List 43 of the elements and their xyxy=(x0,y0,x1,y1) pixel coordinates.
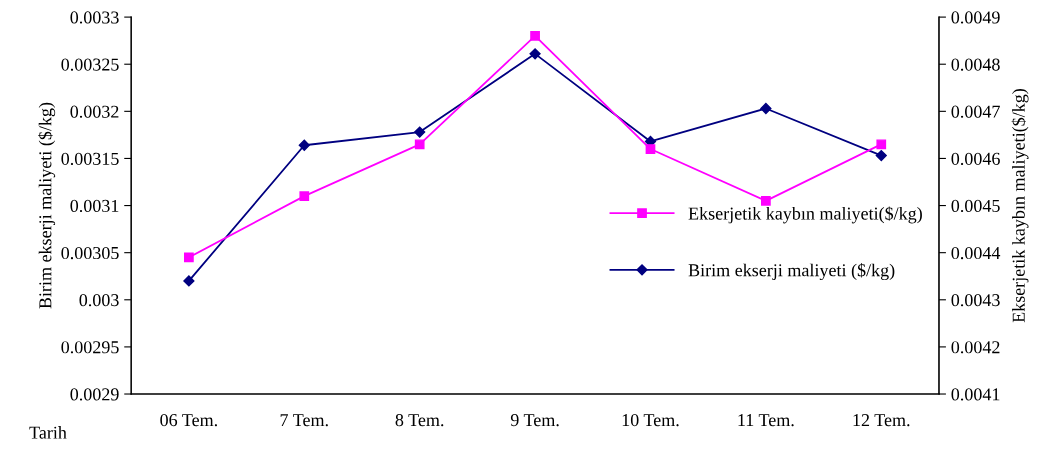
y2-tick-label: 0.0049 xyxy=(951,11,1000,24)
y-tick-label: 0.00305 xyxy=(61,246,119,260)
y-tick-label: 0.00315 xyxy=(61,152,119,165)
point xyxy=(414,126,426,138)
y-axis-title: Birim ekserji maliyeti ($/kg) xyxy=(38,102,56,309)
y-tick-label: 0.0031 xyxy=(70,199,119,213)
x-axis-title: Tarih xyxy=(29,426,67,439)
y2-tick-label: 0.0041 xyxy=(951,388,1000,401)
legend-label: Ekserjetik kaybın maliyeti($/kg) xyxy=(688,206,922,224)
y-tick-label: 0.0032 xyxy=(70,105,119,118)
y-tick-label: 0.0033 xyxy=(70,11,119,24)
point xyxy=(760,102,772,115)
point xyxy=(414,139,425,150)
y2-tick-label: 0.0047 xyxy=(951,105,1000,118)
y2-axis-title: Ekserjetik kaybın maliyeti($/kg) xyxy=(1011,89,1029,323)
point xyxy=(183,275,195,287)
x-tick-label: 11 Tem. xyxy=(738,414,794,427)
x-tick-label: 06 Tem. xyxy=(160,413,217,427)
y-tick-label: 0.0029 xyxy=(70,388,119,401)
y2-tick-label: 0.0043 xyxy=(951,294,1000,307)
point xyxy=(876,139,887,150)
y2-tick-label: 0.0044 xyxy=(951,246,1001,260)
y2-tick-label: 0.0042 xyxy=(951,341,1000,354)
x-tick-label: 12 Tem. xyxy=(853,414,910,427)
point xyxy=(298,139,310,151)
y2-tick-label: 0.0046 xyxy=(951,152,1000,165)
y2-tick-label: 0.0045 xyxy=(951,199,1000,213)
y2-tick-label: 0.0048 xyxy=(951,58,1000,71)
x-tick-label: 10 Tem. xyxy=(622,413,679,427)
x-tick-label: 8 Tem. xyxy=(395,413,444,427)
point xyxy=(645,144,656,154)
y-tick-label: 0.003 xyxy=(79,294,119,307)
y-tick-label: 0.00295 xyxy=(61,341,119,354)
point xyxy=(530,31,540,41)
point xyxy=(529,48,541,60)
point xyxy=(184,252,194,263)
point xyxy=(875,150,887,162)
point xyxy=(299,191,310,201)
x-tick-label: 9 Tem. xyxy=(510,414,559,427)
point xyxy=(761,195,771,206)
x-tick-label: 7 Tem. xyxy=(280,414,328,427)
legend-label: Birim ekserji maliyeti ($/kg) xyxy=(688,263,895,281)
y-tick-label: 0.00325 xyxy=(61,58,119,71)
